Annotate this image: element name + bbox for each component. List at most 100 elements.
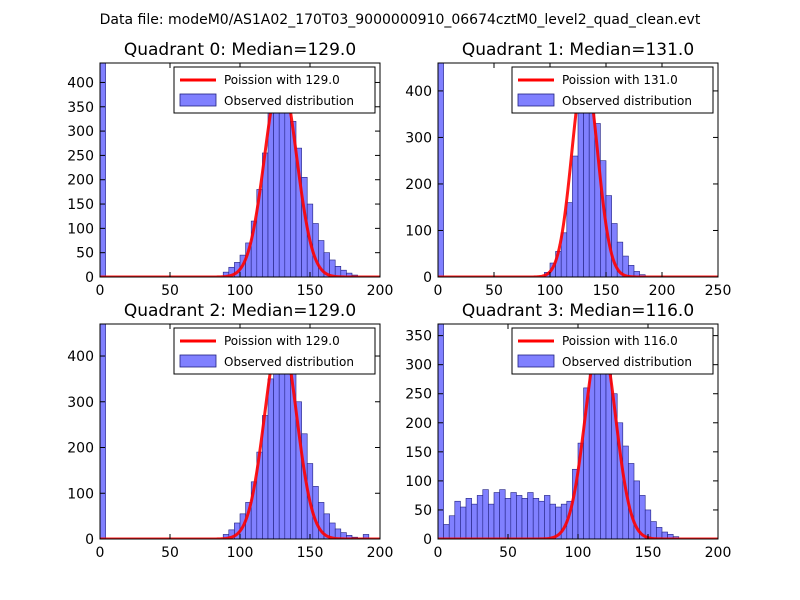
histogram-bar	[488, 503, 495, 539]
y-tick-label: 100	[405, 223, 432, 239]
poisson-fit-line	[100, 331, 380, 539]
quadrant-3-title: Quadrant 3: Median=116.0	[462, 301, 694, 321]
x-tick-label: 50	[485, 283, 503, 299]
legend: Poission with 129.0 Observed distribution	[173, 66, 376, 114]
histogram-bar	[566, 202, 573, 277]
histogram-bar	[656, 527, 663, 539]
histogram-bar	[572, 155, 579, 277]
histogram-bar	[549, 503, 556, 539]
y-tick-label: 400	[67, 349, 94, 365]
legend-line-label: Poission with 129.0	[224, 334, 340, 348]
histogram-bar	[448, 515, 456, 539]
x-tick-label: 150	[297, 283, 324, 299]
histogram-bar	[284, 346, 291, 539]
x-tick-label: 200	[367, 545, 394, 561]
y-tick-label: 400	[405, 84, 432, 100]
poisson-fit-line	[100, 74, 380, 277]
y-tick-label: 200	[405, 416, 432, 432]
x-tick-label: 100	[227, 545, 254, 561]
histogram-bar	[544, 495, 551, 539]
legend: Poission with 131.0 Observed distribution	[511, 66, 714, 114]
axes-frame	[437, 62, 719, 278]
y-tick-label: 150	[67, 197, 94, 213]
legend-bar-swatch	[517, 354, 555, 368]
histogram-bar	[284, 96, 291, 277]
legend-line-label: Poission with 129.0	[224, 73, 340, 87]
histogram-bar	[516, 495, 523, 539]
legend-line-label: Poission with 116.0	[562, 334, 678, 348]
x-tick-label: 200	[649, 283, 676, 299]
histogram-bar	[454, 500, 461, 539]
y-tick-label: 0	[85, 532, 94, 548]
legend: Poission with 116.0 Observed distribution	[511, 327, 714, 375]
histogram-bar	[100, 324, 106, 539]
figure-title: Data file: modeM0/AS1A02_170T03_90000009…	[100, 12, 701, 28]
poisson-fit-line	[438, 333, 718, 539]
x-tick-label: 50	[161, 283, 179, 299]
y-tick-label: 350	[405, 329, 432, 345]
x-tick-label: 100	[537, 283, 564, 299]
x-tick-label: 0	[96, 283, 105, 299]
histogram-bar	[438, 324, 444, 539]
quadrant-2-title: Quadrant 2: Median=129.0	[124, 301, 356, 321]
y-tick-label: 50	[76, 246, 94, 262]
quadrant-0-title: Quadrant 0: Median=129.0	[124, 40, 356, 60]
histogram-bar	[267, 378, 274, 539]
y-tick-label: 200	[67, 173, 94, 189]
legend-bar-swatch	[179, 93, 217, 107]
histogram-bar	[493, 492, 500, 539]
histogram-bar	[438, 63, 444, 277]
legend-line-label: Poission with 131.0	[562, 73, 678, 87]
legend-bar-swatch	[517, 93, 555, 107]
x-tick-label: 50	[161, 545, 179, 561]
legend-bar-label: Observed distribution	[224, 355, 354, 369]
x-tick-label: 250	[705, 283, 732, 299]
y-tick-label: 400	[67, 75, 94, 91]
y-tick-label: 350	[67, 100, 94, 116]
x-tick-label: 150	[635, 545, 662, 561]
histogram-bar	[521, 498, 528, 539]
quadrant-0-panel: 0 50 100 150 200 0 50 100 150 200 250 300 350 400 Quad…	[67, 40, 393, 299]
x-tick-label: 200	[367, 283, 394, 299]
x-tick-label: 0	[434, 283, 443, 299]
y-tick-label: 0	[85, 270, 94, 286]
y-tick-label: 0	[423, 270, 432, 286]
x-tick-label: 150	[593, 283, 620, 299]
y-tick-label: 150	[405, 445, 432, 461]
x-tick-label: 100	[565, 545, 592, 561]
histogram-bar	[600, 346, 607, 539]
y-tick-label: 100	[405, 474, 432, 490]
quadrant-3-panel: 0 50 100 150 200 0 50 100 150 200 250 300 350 Quadran…	[405, 301, 731, 561]
histogram-bar	[527, 492, 534, 539]
histogram-bar	[510, 492, 517, 539]
y-tick-label: 200	[67, 441, 94, 457]
histogram-bar	[267, 111, 274, 277]
histogram-bar	[532, 498, 540, 539]
histogram-bar	[443, 524, 450, 539]
y-tick-label: 250	[405, 387, 432, 403]
y-tick-label: 100	[67, 486, 94, 502]
x-tick-label: 50	[499, 545, 517, 561]
histogram-bar	[577, 106, 584, 277]
histogram-bar	[273, 89, 280, 277]
histogram-bar	[471, 503, 478, 539]
quadrant-0-plot-area	[100, 63, 380, 277]
histogram-bar	[465, 498, 472, 539]
quadrant-1-panel: 0 50 100 150 200 250 0 100 200 300 400 Quadrant 1: …	[405, 40, 731, 299]
histogram-bar	[650, 521, 657, 539]
histogram-bar	[460, 506, 467, 539]
x-tick-label: 100	[227, 283, 254, 299]
histogram-bar	[538, 500, 545, 539]
quadrant-3-plot-area	[438, 324, 718, 539]
y-tick-label: 300	[405, 130, 432, 146]
y-tick-label: 0	[423, 532, 432, 548]
histogram-bar	[362, 534, 370, 539]
legend-bar-label: Observed distribution	[224, 94, 354, 108]
y-tick-label: 200	[405, 177, 432, 193]
histogram-bar	[482, 489, 489, 539]
histogram-bar	[100, 63, 106, 277]
y-tick-label: 300	[405, 358, 432, 374]
x-tick-label: 0	[96, 545, 105, 561]
quadrant-1-title: Quadrant 1: Median=131.0	[462, 40, 694, 60]
y-tick-label: 300	[67, 124, 94, 140]
